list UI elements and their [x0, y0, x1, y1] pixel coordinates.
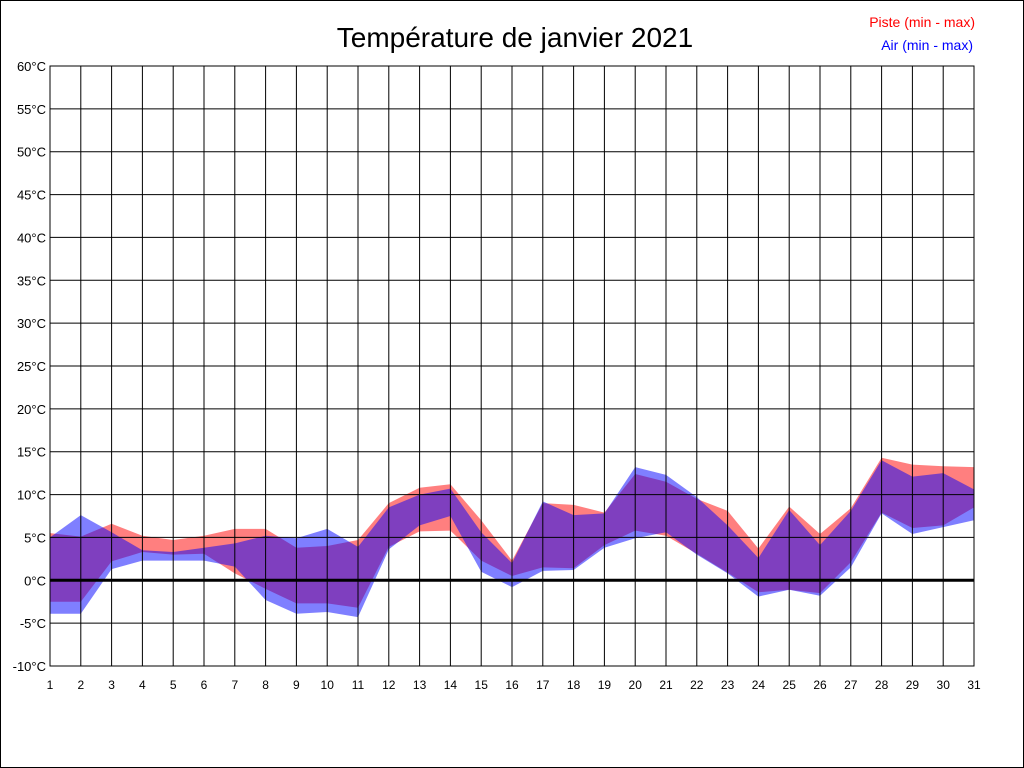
x-tick-label: 22: [690, 678, 704, 692]
y-tick-label: 15°C: [17, 445, 46, 460]
x-tick-label: 29: [906, 678, 920, 692]
x-tick-label: 6: [201, 678, 208, 692]
x-tick-label: 18: [567, 678, 581, 692]
x-tick-label: 26: [813, 678, 827, 692]
x-tick-label: 16: [505, 678, 519, 692]
x-tick-label: 17: [536, 678, 550, 692]
x-tick-label: 4: [139, 678, 146, 692]
x-tick-label: 28: [875, 678, 889, 692]
x-tick-label: 27: [844, 678, 858, 692]
y-tick-label: 45°C: [17, 188, 46, 203]
x-tick-label: 5: [170, 678, 177, 692]
y-tick-label: 5°C: [24, 530, 46, 545]
x-tick-label: 12: [382, 678, 396, 692]
y-tick-label: 55°C: [17, 102, 46, 117]
plot-border: [49, 65, 975, 667]
y-tick-label: 30°C: [17, 316, 46, 331]
y-tick-label: 35°C: [17, 273, 46, 288]
y-tick-label: 10°C: [17, 488, 46, 503]
x-tick-label: 25: [783, 678, 797, 692]
y-tick-label: 50°C: [17, 145, 46, 160]
area-air: [50, 460, 974, 618]
grid: [49, 65, 975, 667]
x-tick-label: 8: [262, 678, 269, 692]
x-tick-label: 11: [352, 678, 365, 692]
x-tick-label: 3: [108, 678, 115, 692]
chart-title: Température de janvier 2021: [337, 22, 693, 53]
x-tick-label: 23: [721, 678, 735, 692]
x-tick-label: 7: [231, 678, 238, 692]
x-tick-label: 30: [937, 678, 951, 692]
y-tick-label: 0°C: [24, 573, 46, 588]
x-tick-label: 14: [444, 678, 458, 692]
x-tick-label: 1: [47, 678, 54, 692]
y-tick-label: -10°C: [13, 659, 46, 674]
legend-piste: Piste (min - max): [869, 14, 975, 30]
x-tick-label: 9: [293, 678, 300, 692]
y-tick-label: -5°C: [20, 616, 46, 631]
series-areas: [50, 457, 974, 618]
x-tick-label: 2: [77, 678, 84, 692]
x-tick-label: 21: [659, 678, 673, 692]
y-tick-label: 40°C: [17, 230, 46, 245]
y-tick-label: 25°C: [17, 359, 46, 374]
x-tick-label: 13: [413, 678, 427, 692]
x-tick-label: 10: [321, 678, 335, 692]
x-tick-label: 19: [598, 678, 612, 692]
x-tick-label: 31: [967, 678, 981, 692]
x-tick-labels: 1 2 3 4 5 6 7 8 9 10 11 12 13 14 15 16 17 18 19 20 21 22 23 24 2…: [47, 678, 981, 692]
x-tick-label: 24: [752, 678, 766, 692]
x-tick-label: 20: [629, 678, 643, 692]
x-tick-label: 15: [475, 678, 489, 692]
y-tick-label: 60°C: [17, 59, 46, 74]
y-tick-labels: -10°C -5°C 0°C 5°C 10°C 15°C 20°C 25°C 30°C 35°C 4…: [13, 59, 46, 674]
legend-air: Air (min - max): [881, 37, 973, 53]
y-tick-label: 20°C: [17, 402, 46, 417]
